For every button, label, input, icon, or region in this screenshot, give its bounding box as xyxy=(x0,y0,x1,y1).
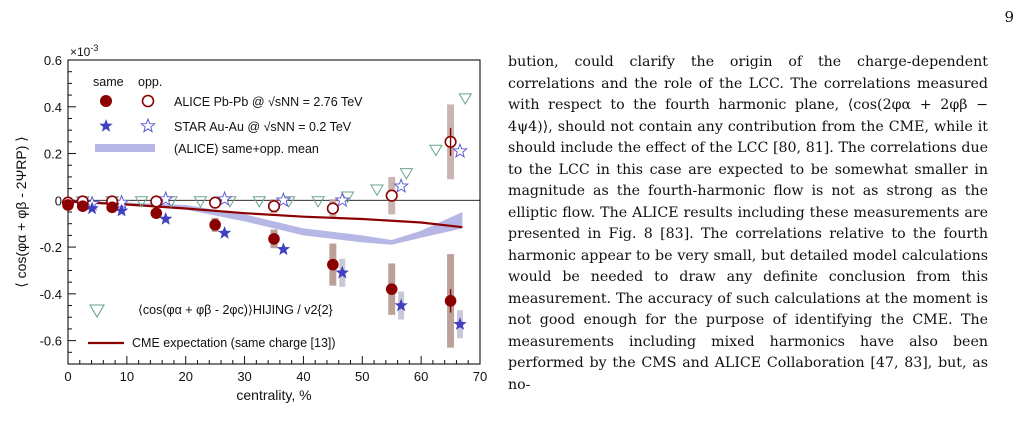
legend-alice: ALICE Pb-Pb @ √sNN = 2.76 TeV xyxy=(174,95,363,109)
hijing-point xyxy=(399,168,414,180)
mean-band xyxy=(68,200,463,245)
star-same-point xyxy=(217,226,232,239)
alice-opp-point xyxy=(150,195,163,208)
x-axis-label: centrality, % xyxy=(236,387,311,403)
x-tick-label: 40 xyxy=(296,369,310,384)
cme-line xyxy=(67,200,463,229)
alice-opp-point xyxy=(326,202,339,215)
hijing-point xyxy=(134,196,149,208)
y-tick-label: 0.2 xyxy=(44,147,62,162)
legend-alice-opp-marker xyxy=(141,94,155,108)
legend-hijing: ⟨cos(φα + φβ - 2φc)⟩HIJING / v2{2} xyxy=(138,303,333,317)
legend-star-opp-marker xyxy=(139,117,157,133)
star-same-point xyxy=(276,242,291,256)
y-tick-label: 0 xyxy=(55,193,62,208)
x-tick-label: 0 xyxy=(64,369,71,384)
legend-band: (ALICE) same+opp. mean xyxy=(174,142,319,156)
star-same-point xyxy=(453,317,467,330)
y-tick-label: -0.4 xyxy=(40,287,62,302)
legend-cme: CME expectation (same charge [13]) xyxy=(132,336,336,350)
star-same-point xyxy=(85,201,99,215)
star-opp-point xyxy=(393,177,410,194)
star-same-point xyxy=(114,203,129,217)
y-axis-label: ⟨ cos(φα + φβ - 2ΨRP) ⟩ xyxy=(13,136,29,287)
y-tick-label: -0.6 xyxy=(40,334,62,349)
body-text: bution, could clarify the origin of the … xyxy=(508,52,988,396)
star-opp-point xyxy=(275,191,292,208)
x-tick-label: 50 xyxy=(355,369,369,384)
star-opp-point xyxy=(451,142,468,159)
x-tick-label: 60 xyxy=(414,369,428,384)
alice-same-point xyxy=(444,295,457,307)
alice-same-point xyxy=(150,207,163,219)
hijing-point xyxy=(458,93,473,106)
paragraph: bution, could clarify the origin of the … xyxy=(508,54,988,393)
legend-star-same-marker xyxy=(99,119,113,132)
data-points xyxy=(61,93,473,330)
x-tick-label: 30 xyxy=(237,369,251,384)
star-opp-point xyxy=(157,190,174,206)
hijing-point xyxy=(252,196,267,208)
hijing-point xyxy=(311,196,326,208)
star-same-point xyxy=(335,265,349,279)
legend-alice-same-marker xyxy=(100,95,112,107)
legend-hijing-marker xyxy=(89,304,105,319)
star-opp-point xyxy=(334,191,351,208)
figure: 0 10 20 30 40 50 60 70 0.6 0.4 0.2 0 -0.2 -0.4 -0.6 ×1… xyxy=(13,43,488,403)
hijing-point xyxy=(370,184,384,197)
y-tick-label: 0.6 xyxy=(44,53,62,68)
page-number: 9 xyxy=(1004,8,1014,26)
alice-same-point xyxy=(209,219,221,231)
alice-opp-point xyxy=(267,200,281,213)
x-tick-label: 20 xyxy=(178,369,192,384)
legend-star: STAR Au-Au @ √sNN = 0.2 TeV xyxy=(174,120,352,134)
alice-same-point xyxy=(385,283,398,295)
alice-same-point xyxy=(327,258,339,271)
mean-band-area xyxy=(68,200,463,245)
legend-header-opp: opp. xyxy=(138,75,162,89)
y-tick-label: -0.2 xyxy=(40,240,62,255)
star-same-point xyxy=(394,298,408,312)
y-tick-label: 0.4 xyxy=(44,100,62,115)
alice-same-point xyxy=(62,199,74,211)
y-multiplier: ×10-3 xyxy=(70,43,98,59)
hijing-point xyxy=(193,196,208,208)
alice-opp-point xyxy=(385,189,398,202)
alice-opp-point xyxy=(209,196,222,209)
axis-ticks: 0 10 20 30 40 50 60 70 0.6 0.4 0.2 0 -0.2 -0.4 -0.6 xyxy=(40,53,488,384)
hijing-point xyxy=(340,191,355,204)
alice-same-point xyxy=(268,233,280,245)
cme-expectation-line xyxy=(67,200,463,229)
star-opp-point xyxy=(216,190,233,206)
x-tick-label: 10 xyxy=(120,369,134,384)
alice-same-point xyxy=(76,200,89,212)
hijing-point xyxy=(428,144,443,157)
star-same-point xyxy=(159,212,173,225)
legend-header-same: same xyxy=(93,75,124,89)
alice-same-point xyxy=(106,201,118,214)
x-tick-label: 70 xyxy=(473,369,487,384)
legend-band-marker xyxy=(95,144,155,152)
